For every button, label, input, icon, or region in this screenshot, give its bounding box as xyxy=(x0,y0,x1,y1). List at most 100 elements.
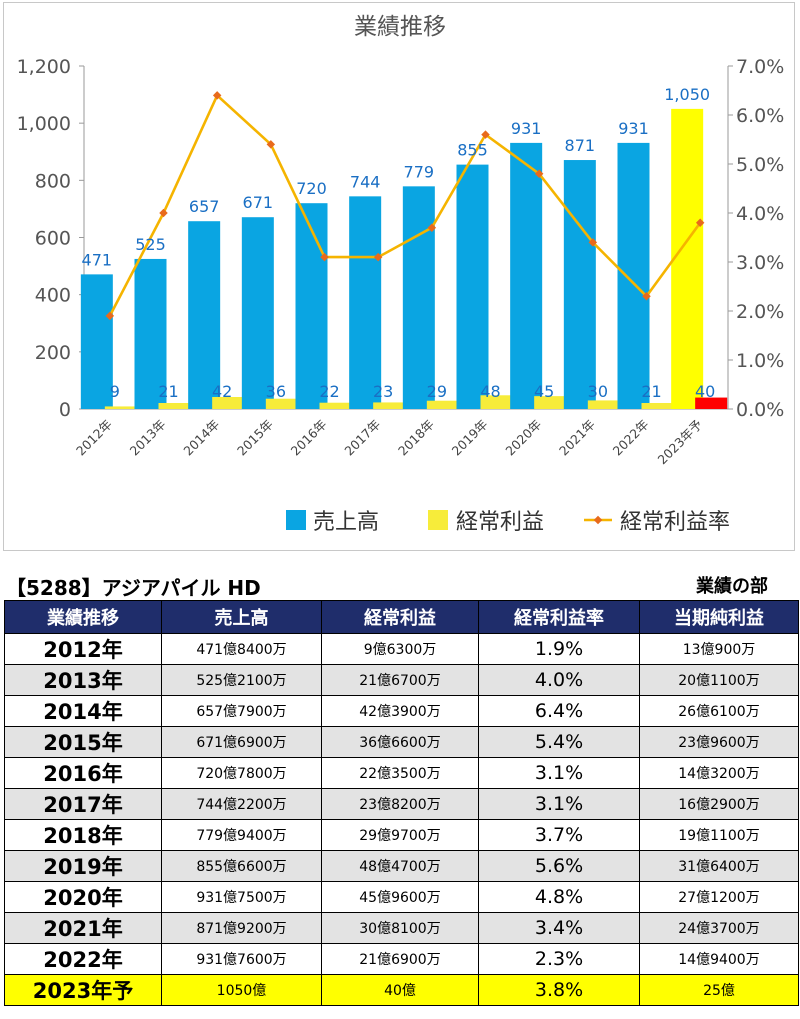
y2-tick-label: 5.0% xyxy=(736,154,784,176)
chart-title: 業績推移 xyxy=(354,14,446,40)
y2-tick-label: 0.0% xyxy=(736,399,784,421)
cell-profit-rate: 6.4% xyxy=(478,695,640,727)
profit-data-label: 40 xyxy=(695,382,715,401)
cell-net-income: 20億1100万 xyxy=(639,664,799,696)
profit-bar xyxy=(319,402,352,409)
legend-swatch-sales xyxy=(286,510,306,530)
cell-net-income: 23億9600万 xyxy=(639,726,799,758)
sales-data-label: 525 xyxy=(135,235,166,254)
x-category-label: 2023年予 xyxy=(655,417,706,468)
profit-rate-point xyxy=(481,130,490,139)
cell-ordinary-profit: 45億9600万 xyxy=(321,881,479,913)
header-sales: 売上高 xyxy=(161,600,322,634)
cell-ordinary-profit: 29億9700万 xyxy=(321,819,479,851)
cell-year: 2017年 xyxy=(4,788,162,820)
x-category-label: 2022年 xyxy=(610,417,652,459)
cell-year: 2019年 xyxy=(4,850,162,882)
cell-profit-rate: 3.4% xyxy=(478,912,640,944)
cell-profit-rate: 3.1% xyxy=(478,757,640,789)
cell-net-income: 27億1200万 xyxy=(639,881,799,913)
x-category-label: 2017年 xyxy=(341,417,383,459)
sales-data-label: 471 xyxy=(82,250,113,269)
profit-rate-point xyxy=(373,252,383,262)
profit-rate-point xyxy=(427,223,437,232)
table-row: 2014年 657億7900万 42億3900万 6.4% 26億6100万 xyxy=(4,695,799,727)
cell-year: 2016年 xyxy=(4,757,162,789)
header-period: 業績推移 xyxy=(4,600,162,634)
cell-profit-rate: 2.3% xyxy=(478,943,640,975)
profit-data-label: 42 xyxy=(212,382,232,401)
cell-ordinary-profit: 36億6600万 xyxy=(321,726,479,758)
profit-bar xyxy=(104,406,137,409)
cell-net-income: 16億2900万 xyxy=(639,788,799,820)
cell-ordinary-profit: 30億8100万 xyxy=(321,912,479,944)
table-row: 2015年 671億6900万 36億6600万 5.4% 23億9600万 xyxy=(4,726,799,758)
profit-data-label: 23 xyxy=(373,382,393,401)
y-tick-label: 1,000 xyxy=(17,113,71,135)
sales-bar xyxy=(563,160,596,409)
y-tick-label: 200 xyxy=(35,342,71,364)
cell-ordinary-profit: 40億 xyxy=(321,974,479,1006)
sales-data-label: 931 xyxy=(618,119,649,138)
profit-data-label: 21 xyxy=(158,382,178,401)
cell-profit-rate: 3.7% xyxy=(478,819,640,851)
cell-net-income: 14億9400万 xyxy=(639,943,799,975)
profit-rate-point xyxy=(642,292,651,301)
cell-sales: 931億7600万 xyxy=(161,943,322,975)
sales-data-label: 657 xyxy=(189,197,220,216)
cell-ordinary-profit: 21億6900万 xyxy=(321,943,479,975)
profit-bar xyxy=(695,397,728,409)
legend-label-rate: 経常利益率 xyxy=(620,510,730,535)
profit-bar xyxy=(158,402,191,409)
profit-data-label: 45 xyxy=(534,382,554,401)
profit-rate-point xyxy=(212,91,222,100)
cell-ordinary-profit: 21億6700万 xyxy=(321,664,479,696)
table-row: 2020年 931億7500万 45億9600万 4.8% 27億1200万 xyxy=(4,881,799,913)
profit-bar xyxy=(426,400,459,409)
cell-sales: 525億2100万 xyxy=(161,664,322,696)
x-category-label: 2018年 xyxy=(395,417,437,459)
performance-chart: 業績推移 0 200 400 600 800 1,000 1,200 0.0% 1.0% 2.0%… xyxy=(17,14,785,535)
profit-rate-point xyxy=(266,140,276,149)
cell-sales: 657億7900万 xyxy=(161,695,322,727)
y-tick-label: 800 xyxy=(35,170,71,192)
company-name: 【5288】アジアパイル HD xyxy=(6,576,261,600)
sales-bar xyxy=(349,196,382,409)
profit-data-label: 36 xyxy=(266,382,286,401)
cell-sales: 871億9200万 xyxy=(161,912,322,944)
profit-rate-line xyxy=(108,93,702,317)
sales-data-label: 671 xyxy=(243,193,274,212)
cell-sales: 779億9400万 xyxy=(161,819,322,851)
header-net-income: 当期純利益 xyxy=(639,600,799,634)
x-category-label: 2014年 xyxy=(180,417,222,459)
y-tick-label: 1,200 xyxy=(17,56,71,78)
y2-tick-label: 3.0% xyxy=(736,252,784,274)
cell-sales: 855億6600万 xyxy=(161,850,322,882)
profit-bar xyxy=(373,402,406,409)
sales-bar xyxy=(671,108,704,409)
cell-net-income: 31億6400万 xyxy=(639,850,799,882)
legend-marker-rate xyxy=(593,515,603,525)
profit-rate-point xyxy=(159,208,168,218)
x-category-label: 2013年 xyxy=(127,417,169,459)
cell-year: 2015年 xyxy=(4,726,162,758)
profit-bar xyxy=(265,398,298,409)
performance-table: 業績推移 売上高 経常利益 経常利益率 当期純利益 2012年 471億8400万… xyxy=(4,600,799,1006)
y2-tick-label: 1.0% xyxy=(736,350,784,372)
x-category-label: 2015年 xyxy=(234,417,276,459)
cell-year: 2023年予 xyxy=(4,974,162,1006)
sales-bar xyxy=(402,186,435,409)
profit-bar xyxy=(480,395,513,409)
table-row: 2012年 471億8400万 9億6300万 1.9% 13億900万 xyxy=(4,633,799,665)
table-row: 2021年 871億9200万 30億8100万 3.4% 24億3700万 xyxy=(4,912,799,944)
profit-bar xyxy=(212,396,245,409)
cell-net-income: 24億3700万 xyxy=(639,912,799,944)
legend-swatch-profit xyxy=(428,510,448,530)
y-tick-label: 400 xyxy=(35,285,71,307)
cell-net-income: 19億1100万 xyxy=(639,819,799,851)
profit-rate-point xyxy=(105,311,115,321)
table-row: 2018年 779億9400万 29億9700万 3.7% 19億1100万 xyxy=(4,819,799,851)
profit-bar xyxy=(587,400,620,409)
sales-bar xyxy=(456,164,489,409)
sales-data-label: 931 xyxy=(511,119,542,138)
